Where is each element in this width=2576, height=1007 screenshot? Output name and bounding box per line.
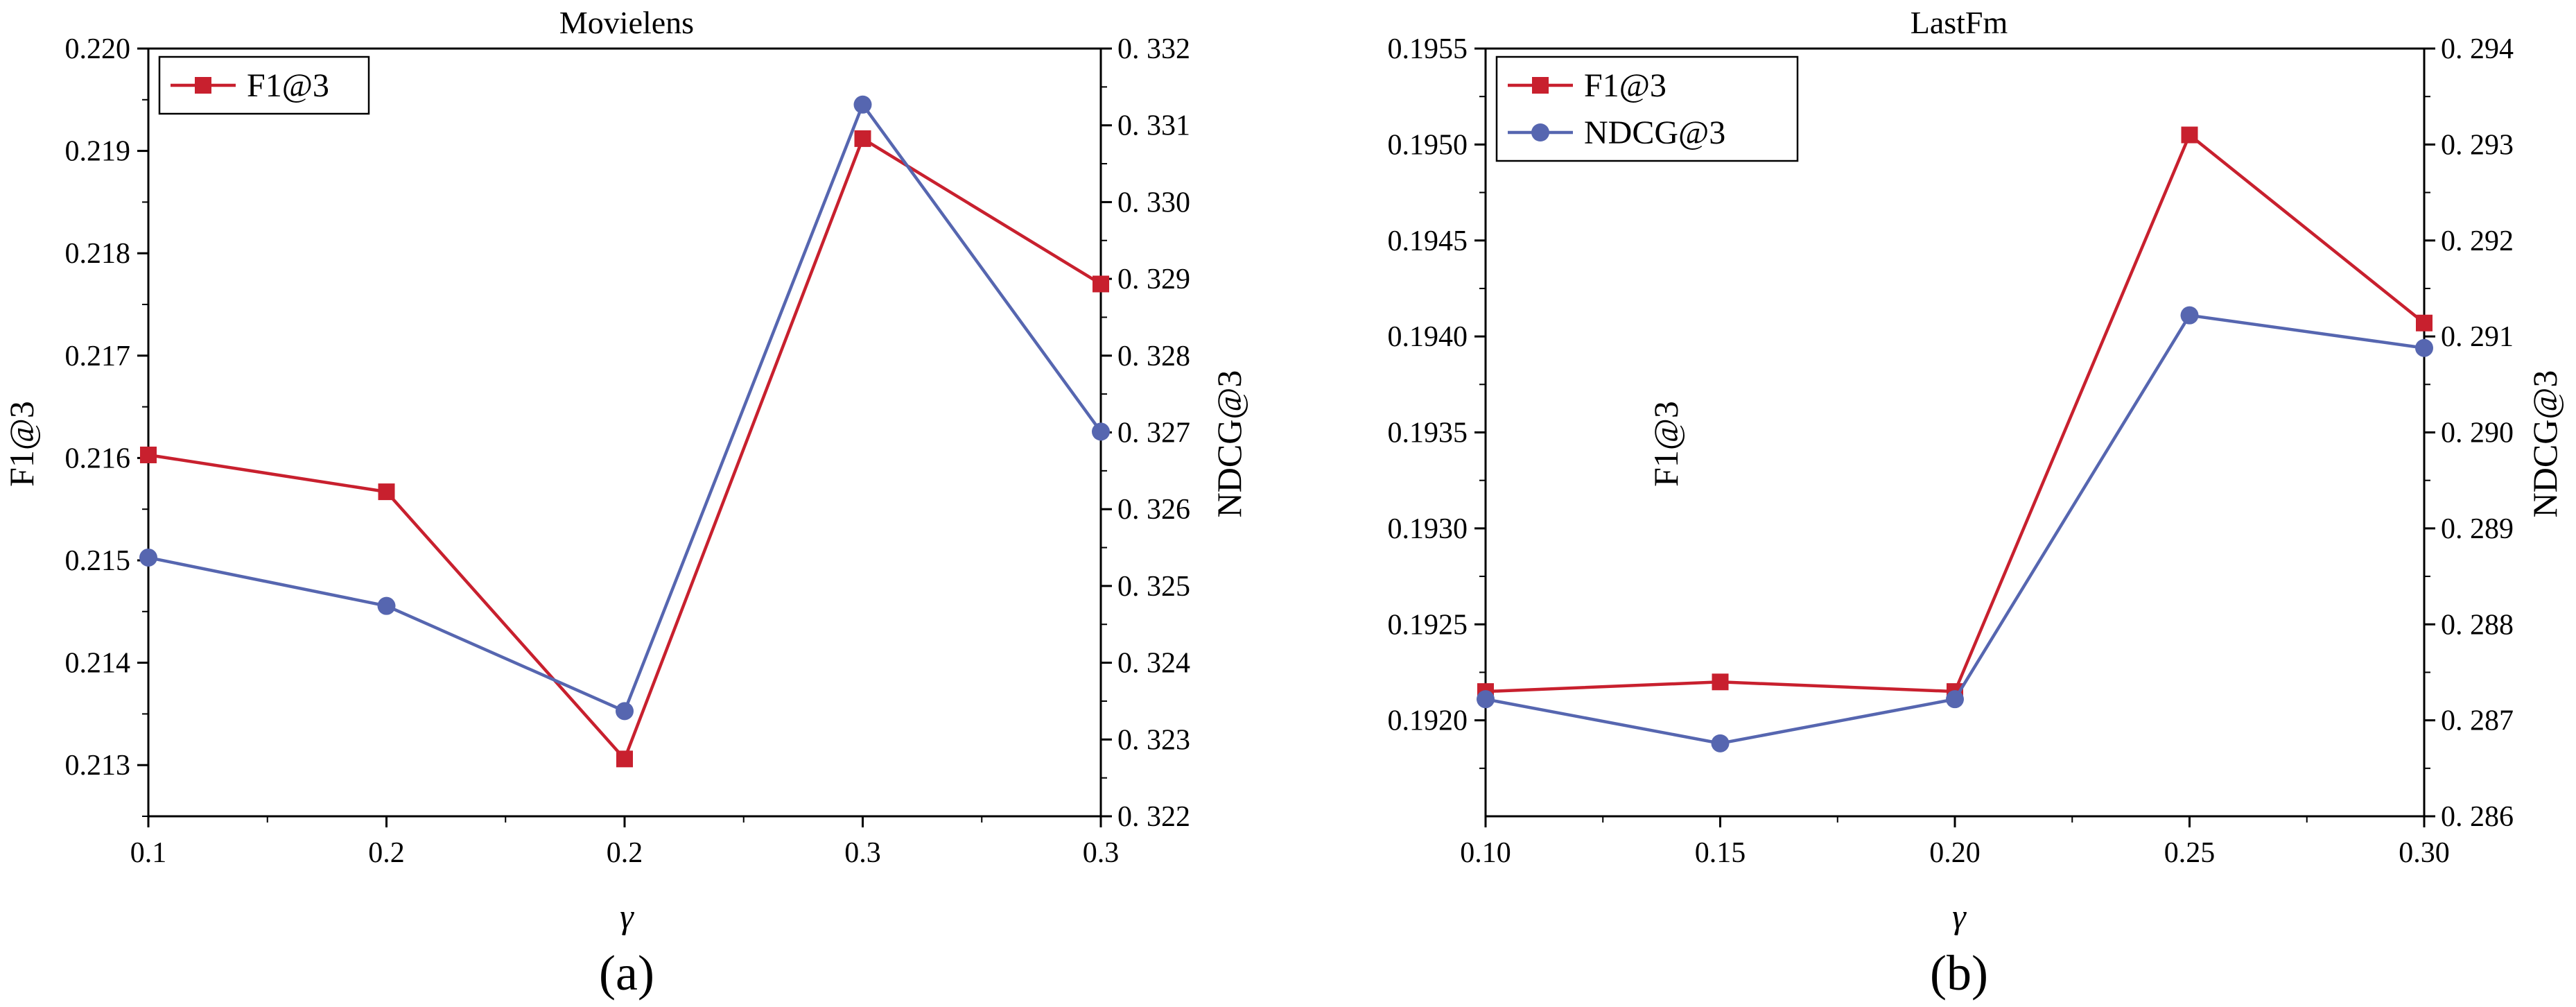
data-point-circle — [1477, 690, 1495, 709]
x-tick-label: 0.2 — [368, 837, 405, 869]
y-tick-label: 0.1920 — [1388, 705, 1468, 737]
chart-title: Movielens — [559, 5, 694, 40]
y-tick-label: 0.216 — [65, 442, 131, 474]
x-tick-label: 0.1 — [130, 837, 167, 869]
data-point-square — [378, 483, 395, 501]
data-point-circle — [1092, 422, 1110, 441]
x-tick-label: 0.3 — [1083, 837, 1120, 869]
data-point-square — [616, 750, 633, 768]
y2-tick-label: 0. 292 — [2441, 225, 2514, 257]
data-point-circle — [1946, 690, 1964, 709]
y2-tick-label: 0. 327 — [1117, 418, 1190, 449]
y-tick-label: 0.215 — [65, 545, 131, 577]
y-tick-label: 0.1945 — [1388, 225, 1468, 257]
y-tick-label: 0.1930 — [1388, 513, 1468, 545]
legend-label: F1@3 — [247, 67, 329, 104]
y-axis-title: F1@3 — [2, 401, 41, 487]
y2-tick-label: 0. 294 — [2441, 33, 2514, 65]
y-tick-label: 0.217 — [65, 341, 131, 372]
y-tick-label: 0.220 — [65, 33, 131, 65]
legend-label: NDCG@3 — [1584, 114, 1725, 151]
y2-tick-label: 0. 329 — [1117, 264, 1190, 295]
legend-marker-square — [195, 77, 211, 94]
y2-tick-label: 0. 323 — [1117, 724, 1190, 756]
y-tick-label: 0.1935 — [1388, 418, 1468, 449]
data-point-square — [854, 130, 871, 147]
x-axis-title: γ — [620, 897, 634, 936]
figure-caption: (a) — [599, 945, 654, 1001]
y2-tick-label: 0. 324 — [1117, 648, 1190, 680]
x-tick-label: 0.20 — [1929, 837, 1981, 869]
data-point-square — [2181, 126, 2198, 144]
y2-tick-label: 0. 330 — [1117, 187, 1190, 218]
plot-area: 0.213 0.214 0.215 0.216 0.217 0.218 0.219 0.220… — [65, 33, 1191, 869]
y-tick-label: 0.218 — [65, 238, 131, 270]
legend-label: F1@3 — [1584, 67, 1666, 104]
y2-tick-label: 0. 326 — [1117, 494, 1190, 526]
y-tick-label: 0.1925 — [1388, 609, 1468, 641]
data-point-circle — [853, 95, 872, 114]
data-point-circle — [2415, 338, 2433, 357]
x-tick-label: 0.25 — [2164, 837, 2216, 869]
y-tick-label: 0.219 — [65, 136, 131, 168]
y2-tick-label: 0. 332 — [1117, 33, 1190, 65]
data-point-square — [140, 446, 157, 463]
series-line — [1485, 132, 2426, 694]
plot-area: 0.1920 0.1925 0.1930 0.1935 0.1940 0.1945 0.19… — [1388, 33, 2514, 869]
x-tick-label: 0.3 — [844, 837, 881, 869]
y-tick-label: 0.213 — [65, 750, 131, 782]
y2-axis-title: NDCG@3 — [2525, 370, 2564, 518]
data-point-circle — [377, 596, 396, 615]
data-point-circle — [1711, 734, 1730, 752]
y2-tick-label: 0. 328 — [1117, 341, 1190, 372]
data-point-square — [1712, 673, 1729, 691]
series-line — [148, 136, 1102, 762]
chart-movielens: Movielens γ F1@3 NDCG@3 (a) 0.2130.2140.… — [2, 5, 1248, 1001]
chart-lastfm: LastFm γ F1@3 NDCG@3 (b) 0.19200.19250.1… — [1388, 5, 2565, 1001]
chart-title: LastFm — [1911, 5, 2008, 40]
y2-tick-label: 0. 286 — [2441, 801, 2514, 833]
y-tick-label: 0.214 — [65, 648, 131, 680]
data-point-square — [1093, 275, 1109, 293]
series-line — [1485, 313, 2425, 746]
data-point-circle — [139, 548, 157, 567]
y-axis-title: F1@3 — [1646, 401, 1685, 487]
y2-tick-label: 0. 289 — [2441, 513, 2514, 545]
y2-tick-label: 0. 293 — [2441, 129, 2514, 161]
x-tick-label: 0.2 — [607, 837, 643, 869]
y2-tick-label: 0. 291 — [2441, 321, 2514, 353]
legend-box — [1495, 55, 1799, 162]
x-tick-label: 0.10 — [1460, 837, 1511, 869]
figure-caption: (b) — [1930, 945, 1988, 1001]
y2-tick-label: 0. 331 — [1117, 110, 1190, 142]
y-tick-label: 0.1940 — [1388, 321, 1468, 353]
data-point-circle — [616, 702, 634, 721]
y2-tick-label: 0. 287 — [2441, 705, 2514, 737]
y-tick-label: 0.1950 — [1388, 129, 1468, 161]
data-point-square — [2416, 314, 2433, 332]
y2-axis-title: NDCG@3 — [1210, 370, 1248, 518]
y2-tick-label: 0. 288 — [2441, 609, 2514, 641]
x-axis-title: γ — [1952, 897, 1967, 936]
legend-marker-circle — [1531, 123, 1549, 141]
x-tick-label: 0.15 — [1695, 837, 1746, 869]
plot-frame — [147, 47, 1102, 818]
data-point-circle — [2180, 306, 2199, 325]
y-tick-label: 0.1955 — [1388, 33, 1468, 65]
y2-tick-label: 0. 325 — [1117, 571, 1190, 603]
y2-tick-label: 0. 322 — [1117, 801, 1190, 833]
y2-tick-label: 0. 290 — [2441, 418, 2514, 449]
legend-marker-square — [1532, 77, 1549, 94]
x-tick-label: 0.30 — [2399, 837, 2450, 869]
